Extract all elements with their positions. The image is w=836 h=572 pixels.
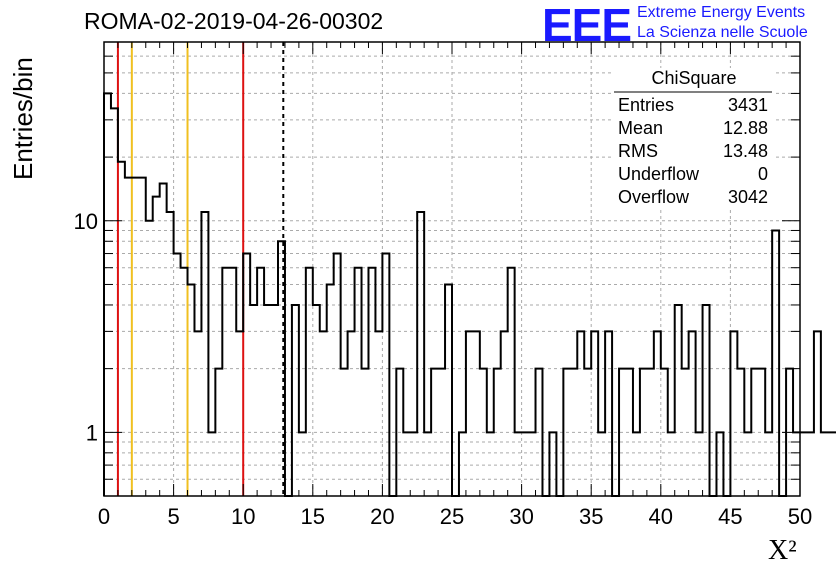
y-tick-label: 10 (74, 209, 98, 234)
stats-row-label: Entries (618, 95, 674, 115)
y-tick-label: 1 (86, 420, 98, 445)
x-tick-label: 35 (579, 504, 603, 529)
x-tick-label: 15 (301, 504, 325, 529)
x-tick-label: 30 (509, 504, 533, 529)
histogram-series (103, 92, 836, 497)
chart-title: ROMA-02-2019-04-26-00302 (84, 8, 384, 34)
x-tick-label: 5 (167, 504, 179, 529)
x-tick-label: 40 (649, 504, 673, 529)
x-axis-label: X² (768, 535, 797, 566)
x-tick-label: 20 (370, 504, 394, 529)
stats-row-label: Overflow (618, 187, 690, 207)
x-tick-label: 50 (788, 504, 812, 529)
stats-row-label: RMS (618, 141, 658, 161)
x-tick-label: 25 (440, 504, 464, 529)
x-tick-label: 10 (231, 504, 255, 529)
stats-box-title: ChiSquare (651, 68, 736, 88)
stats-row-value: 3042 (728, 187, 768, 207)
stats-row-label: Mean (618, 118, 663, 138)
x-tick-label: 45 (718, 504, 742, 529)
stats-row-label: Underflow (618, 164, 700, 184)
brand-line-1: Extreme Energy Events (637, 4, 806, 21)
brand-line-2: La Scienza nelle Scuole (637, 24, 808, 41)
stats-row-value: 13.48 (723, 141, 768, 161)
stats-row-value: 0 (758, 164, 768, 184)
stats-row-value: 12.88 (723, 118, 768, 138)
stats-row-value: 3431 (728, 95, 768, 115)
x-tick-label: 0 (98, 504, 110, 529)
